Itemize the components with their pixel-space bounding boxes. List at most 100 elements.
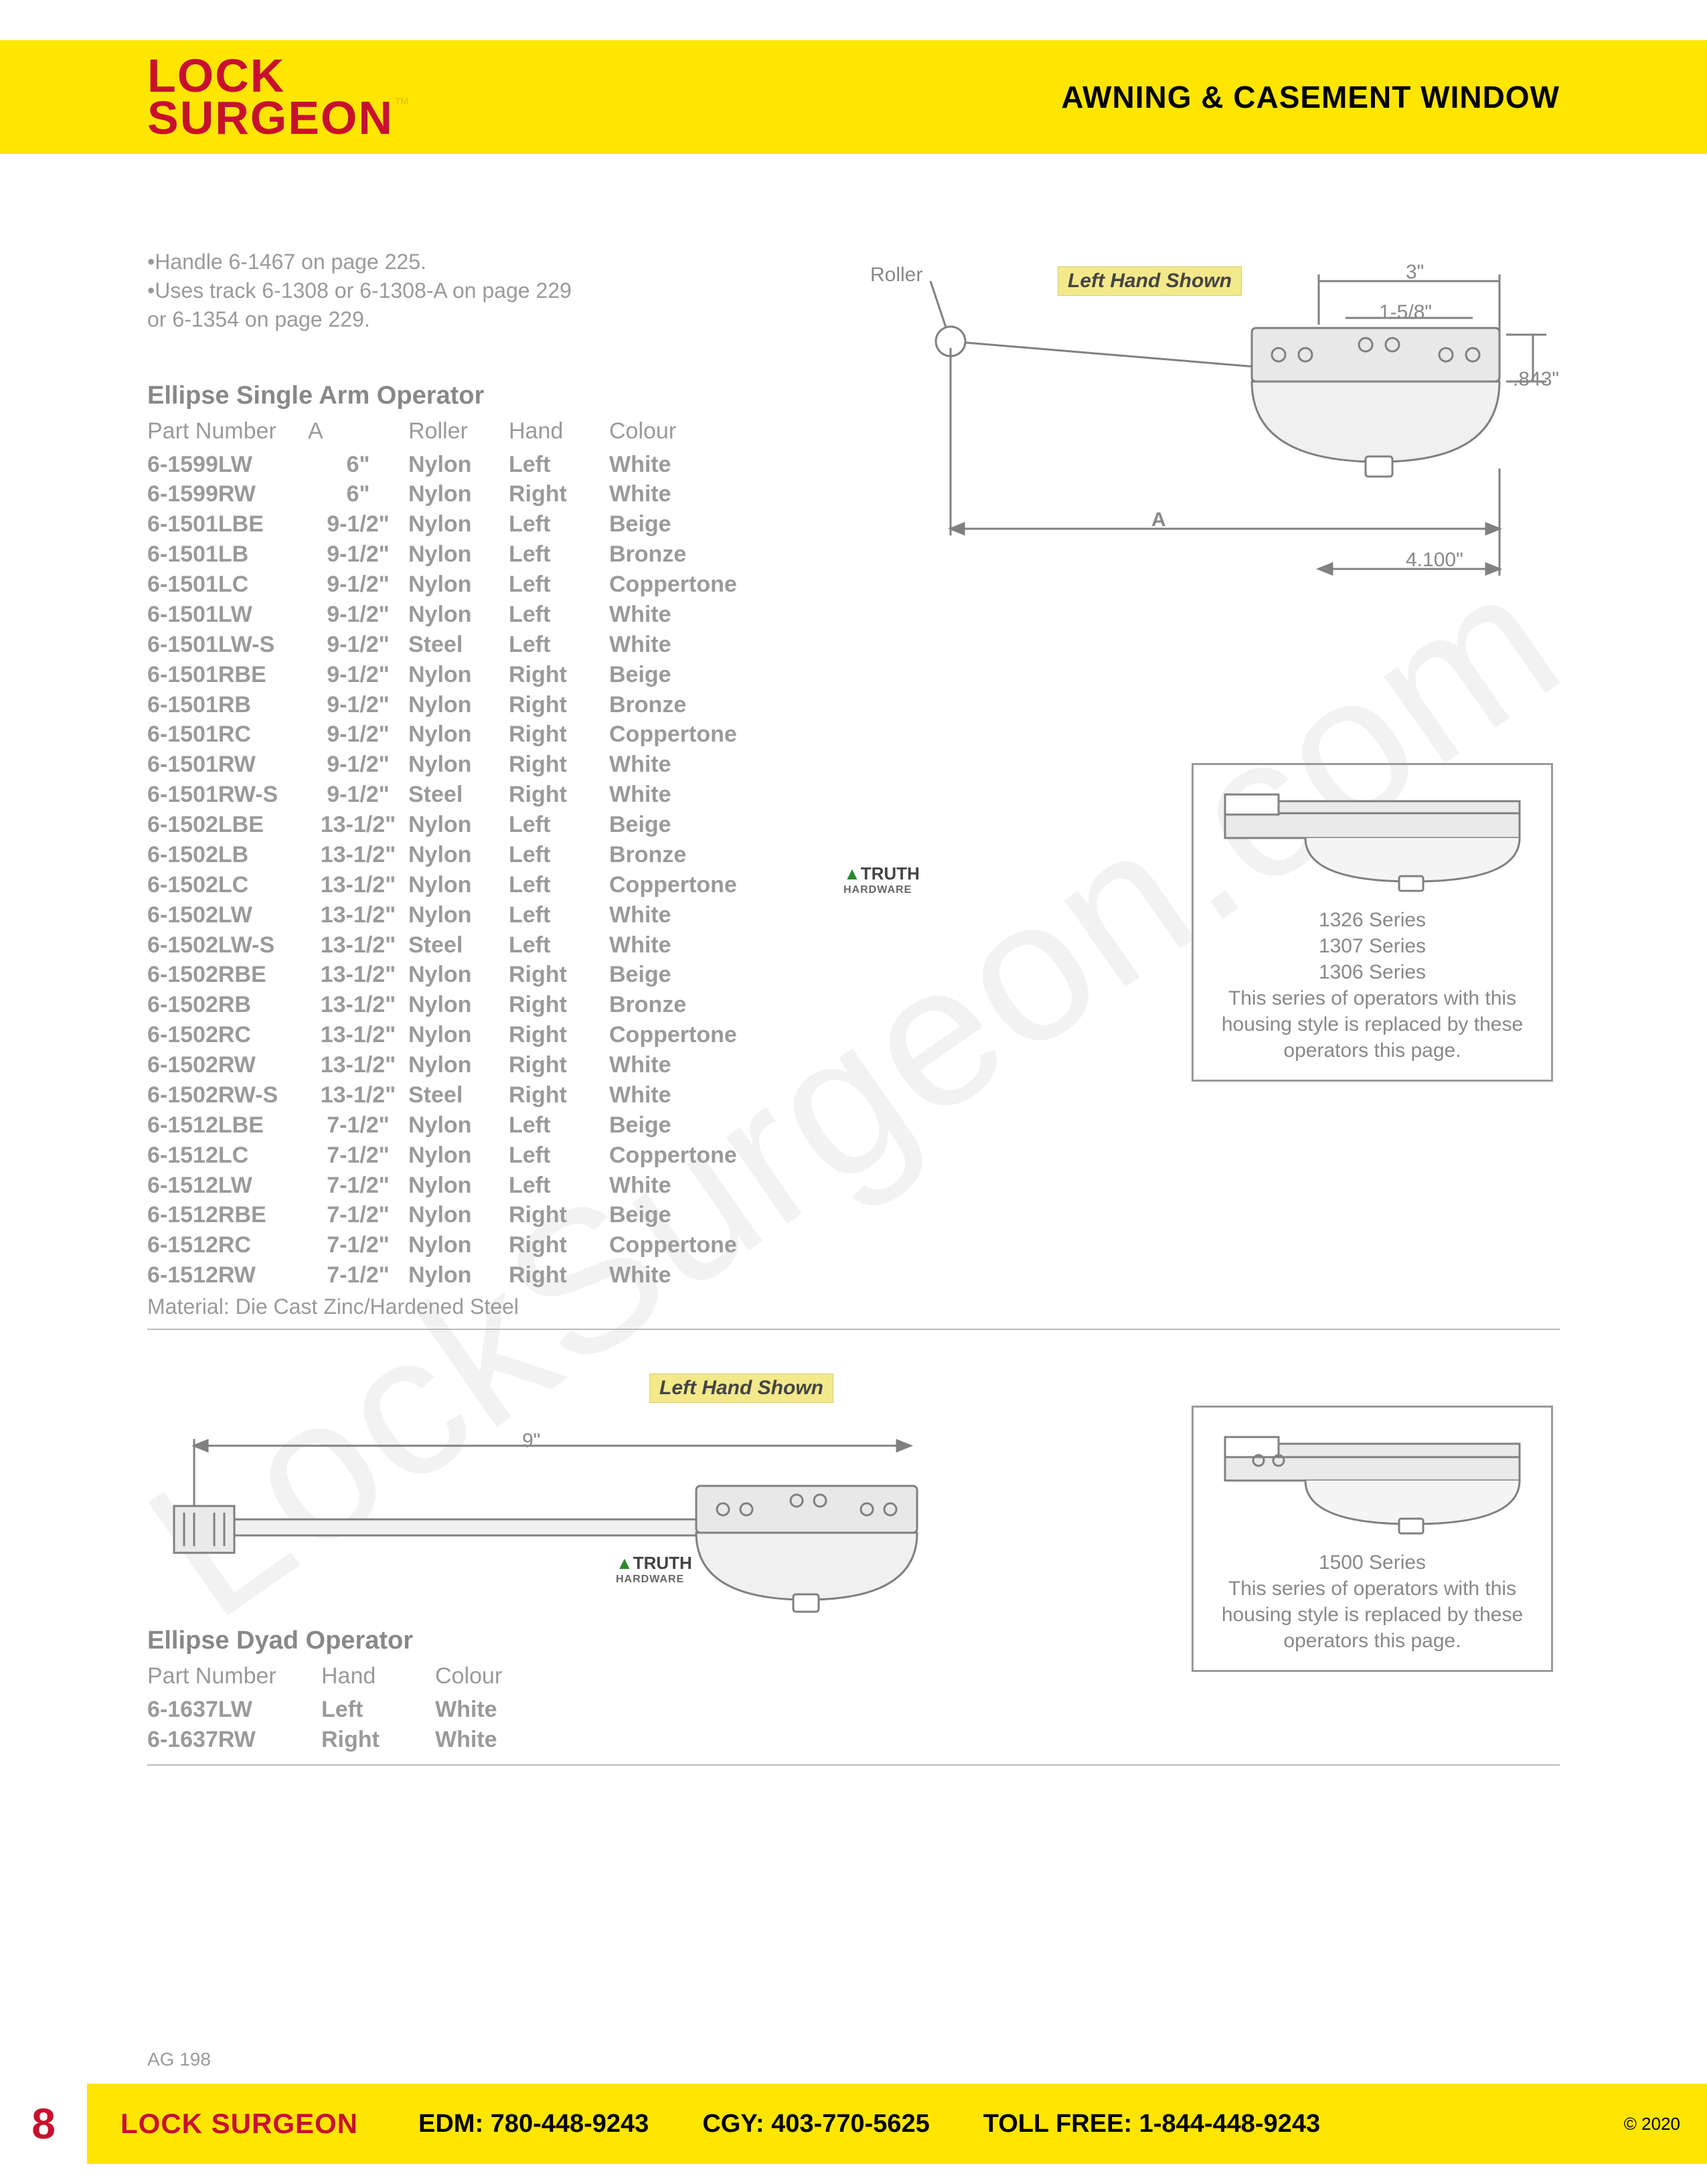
table-cell: 9-1/2": [308, 780, 408, 810]
table-cell: White: [609, 900, 777, 930]
table-row: 6-1637RWRightWhite: [147, 1725, 1560, 1755]
table-cell: 6-1501LB: [147, 539, 308, 570]
table-cell: Left: [509, 1141, 609, 1171]
roller-label: Roller: [870, 264, 922, 286]
table-cell: 6-1502LB: [147, 840, 308, 870]
roof-icon: ▲: [843, 863, 861, 884]
table-cell: 6-1501LC: [147, 570, 308, 600]
table-cell: 9-1/2": [308, 600, 408, 630]
col-colour: Colour: [435, 1663, 569, 1689]
table-cell: 6-1512LC: [147, 1141, 308, 1171]
table-cell: Beige: [609, 1110, 777, 1141]
table-cell: 6-1501RW: [147, 750, 308, 780]
col-part: Part Number: [147, 418, 308, 444]
table-cell: 13-1/2": [308, 1050, 408, 1080]
table-cell: Left: [509, 600, 609, 630]
truth-hardware-logo: ▲TRUTH HARDWARE: [843, 863, 920, 896]
parts-table-2: Part Number Hand Colour 6-1637LWLeftWhit…: [147, 1663, 1560, 1755]
truth-sub: HARDWARE: [843, 884, 920, 896]
table-cell: White: [609, 1260, 777, 1290]
divider-2: [147, 1764, 1560, 1766]
table-cell: Coppertone: [609, 1020, 777, 1050]
table-cell: Left: [509, 810, 609, 840]
series-line: 1306 Series: [1215, 959, 1530, 985]
table-cell: Nylon: [408, 1260, 509, 1290]
table-cell: Nylon: [408, 1171, 509, 1201]
table-cell: Nylon: [408, 1200, 509, 1230]
divider: [147, 1329, 1560, 1330]
table-cell: 13-1/2": [308, 990, 408, 1020]
table-cell: Left: [509, 570, 609, 600]
operator-diagram-top: Roller Left Hand Shown: [763, 261, 1566, 609]
series-line: 1307 Series: [1215, 933, 1530, 959]
brand-tm: ™: [394, 95, 410, 113]
table-cell: Right: [509, 1050, 609, 1080]
table-row: 6-1512RC7-1/2"NylonRightCoppertone: [147, 1230, 1560, 1260]
table-cell: 9-1/2": [308, 720, 408, 750]
table-cell: 7-1/2": [308, 1260, 408, 1290]
table-cell: Left: [509, 509, 609, 539]
col-hand: Hand: [321, 1663, 435, 1689]
table-cell: Right: [509, 990, 609, 1020]
series-box-1-diagram: [1218, 781, 1526, 895]
table-cell: Nylon: [408, 1050, 509, 1080]
table-cell: Nylon: [408, 870, 509, 900]
col-colour: Colour: [609, 418, 777, 444]
table-row: 6-1512RBE7-1/2"NylonRightBeige: [147, 1200, 1560, 1230]
material-label: Material:: [147, 1294, 230, 1319]
table-cell: Right: [509, 750, 609, 780]
table-cell: Nylon: [408, 990, 509, 1020]
table-cell: 6": [308, 479, 408, 509]
footer-band: 8 LOCK SURGEON EDM: 780-448-9243 CGY: 40…: [0, 2084, 1707, 2164]
truth-text: TRUTH: [861, 863, 920, 884]
material-value: Die Cast Zinc/Hardened Steel: [236, 1294, 519, 1319]
table-row: 6-1501LW-S9-1/2"SteelLeftWhite: [147, 630, 1560, 660]
table-cell: 6-1502RB: [147, 990, 308, 1020]
table-cell: 6-1502RBE: [147, 960, 308, 990]
table-cell: Right: [509, 720, 609, 750]
footer-edm: EDM: 780-448-9243: [418, 2110, 649, 2138]
table-cell: Nylon: [408, 750, 509, 780]
table-cell: Nylon: [408, 509, 509, 539]
table-cell: White: [609, 930, 777, 960]
col-a: A: [308, 418, 408, 444]
table-cell: Left: [509, 1110, 609, 1141]
table-cell: Nylon: [408, 960, 509, 990]
series-note: This series of operators with this housi…: [1215, 985, 1530, 1064]
table-cell: 6-1502RW-S: [147, 1080, 308, 1110]
table-cell: 6-1502LBE: [147, 810, 308, 840]
table-cell: Bronze: [609, 539, 777, 570]
table-cell: 6-1502RC: [147, 1020, 308, 1050]
table-cell: 6-1502LW-S: [147, 930, 308, 960]
table-row: 6-1512LC7-1/2"NylonLeftCoppertone: [147, 1141, 1560, 1171]
table-cell: Left: [509, 630, 609, 660]
table-cell: Nylon: [408, 810, 509, 840]
table-cell: Right: [509, 479, 609, 509]
table-cell: 7-1/2": [308, 1230, 408, 1260]
table-cell: 6-1502LW: [147, 900, 308, 930]
table-cell: 6-1599LW: [147, 450, 308, 480]
table-cell: 13-1/2": [308, 900, 408, 930]
left-hand-shown-badge: Left Hand Shown: [1058, 266, 1242, 296]
footer-toll: TOLL FREE: 1-844-448-9243: [983, 2110, 1320, 2138]
table-cell: 9-1/2": [308, 509, 408, 539]
table-cell: White: [609, 450, 777, 480]
truth-sub: HARDWARE: [616, 1574, 692, 1586]
series-note: This series of operators with this housi…: [1215, 1576, 1530, 1654]
table-cell: Nylon: [408, 1020, 509, 1050]
table-row: 6-1501RC9-1/2"NylonRightCoppertone: [147, 720, 1560, 750]
col-part: Part Number: [147, 1663, 321, 1689]
table-cell: Bronze: [609, 690, 777, 720]
table-cell: 6-1512RC: [147, 1230, 308, 1260]
table-cell: 13-1/2": [308, 870, 408, 900]
content-area: •Handle 6-1467 on page 225. •Uses track …: [147, 248, 1560, 1330]
table-cell: White: [609, 1171, 777, 1201]
table-cell: Left: [321, 1695, 435, 1725]
table-cell: 6-1599RW: [147, 479, 308, 509]
truth-hardware-logo-2: ▲TRUTH HARDWARE: [616, 1553, 692, 1586]
footer-brand: LOCK SURGEON: [120, 2108, 358, 2140]
table-cell: Coppertone: [609, 720, 777, 750]
table-cell: Bronze: [609, 840, 777, 870]
table-cell: Nylon: [408, 720, 509, 750]
table-row: 6-1512RW7-1/2"NylonRightWhite: [147, 1260, 1560, 1290]
